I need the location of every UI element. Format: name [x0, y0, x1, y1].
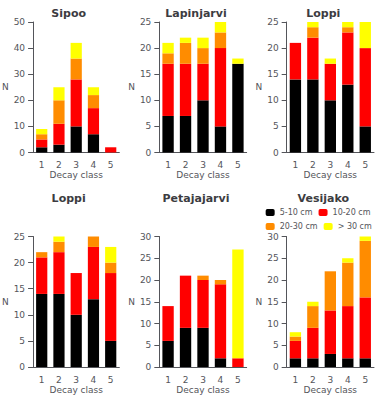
svg-text:1: 1	[39, 160, 45, 170]
svg-text:20: 20	[140, 275, 152, 285]
svg-text:5: 5	[273, 340, 279, 350]
svg-text:2: 2	[56, 375, 62, 385]
svg-text:Sipoo: Sipoo	[51, 7, 86, 20]
svg-text:N: N	[2, 297, 9, 307]
svg-text:5-10 cm: 5-10 cm	[280, 208, 313, 217]
svg-text:Decay class: Decay class	[304, 385, 358, 395]
svg-text:10: 10	[140, 319, 152, 329]
svg-text:1: 1	[165, 375, 171, 385]
svg-text:2: 2	[310, 160, 316, 170]
svg-text:25: 25	[267, 253, 278, 263]
svg-text:30: 30	[140, 232, 152, 242]
svg-text:3: 3	[200, 375, 206, 385]
svg-text:2: 2	[183, 160, 189, 170]
svg-text:3: 3	[73, 375, 79, 385]
svg-text:10: 10	[267, 319, 279, 329]
svg-text:4: 4	[345, 160, 351, 170]
svg-text:0: 0	[273, 148, 279, 158]
svg-text:Decay class: Decay class	[304, 170, 358, 180]
svg-text:20: 20	[14, 258, 26, 268]
svg-text:3: 3	[200, 160, 206, 170]
svg-text:15: 15	[14, 284, 25, 294]
svg-text:4: 4	[91, 160, 97, 170]
svg-text:25: 25	[267, 17, 278, 27]
svg-text:4: 4	[91, 375, 97, 385]
svg-text:5: 5	[108, 375, 114, 385]
svg-text:N: N	[256, 297, 263, 307]
svg-text:Decay class: Decay class	[176, 170, 230, 180]
svg-text:5: 5	[146, 121, 152, 131]
svg-text:Petajajarvi: Petajajarvi	[163, 192, 230, 205]
svg-text:1: 1	[293, 375, 299, 385]
svg-text:20: 20	[267, 275, 279, 285]
svg-text:5: 5	[273, 121, 279, 131]
svg-text:2: 2	[310, 375, 316, 385]
svg-text:10-20 cm: 10-20 cm	[333, 208, 371, 217]
svg-text:0: 0	[19, 148, 25, 158]
svg-text:Vesijako: Vesijako	[298, 192, 350, 205]
svg-text:30: 30	[267, 232, 279, 242]
svg-text:20: 20	[140, 43, 152, 53]
svg-text:1: 1	[39, 375, 45, 385]
svg-text:N: N	[256, 82, 263, 92]
svg-text:Lapinjarvi: Lapinjarvi	[165, 7, 226, 20]
svg-text:15: 15	[267, 69, 278, 79]
svg-text:5: 5	[235, 375, 241, 385]
svg-text:1: 1	[293, 160, 299, 170]
svg-text:Loppi: Loppi	[52, 192, 86, 205]
svg-text:4: 4	[218, 160, 224, 170]
svg-text:Decay class: Decay class	[176, 385, 230, 395]
svg-text:15: 15	[140, 69, 151, 79]
svg-text:10: 10	[140, 95, 152, 105]
svg-text:N: N	[128, 297, 135, 307]
svg-text:30: 30	[14, 69, 26, 79]
svg-text:Decay class: Decay class	[49, 170, 103, 180]
svg-text:2: 2	[183, 375, 189, 385]
svg-text:0: 0	[19, 362, 25, 372]
svg-text:50: 50	[14, 17, 26, 27]
svg-text:N: N	[128, 82, 135, 92]
svg-text:> 30 cm: > 30 cm	[338, 222, 372, 231]
svg-text:10: 10	[14, 121, 26, 131]
svg-text:25: 25	[14, 232, 25, 242]
svg-text:25: 25	[140, 17, 151, 27]
svg-text:5: 5	[146, 340, 152, 350]
svg-text:5: 5	[235, 160, 241, 170]
svg-text:0: 0	[273, 362, 279, 372]
svg-text:2: 2	[56, 160, 62, 170]
svg-text:3: 3	[327, 375, 333, 385]
svg-text:5: 5	[362, 375, 368, 385]
svg-text:4: 4	[345, 375, 351, 385]
svg-text:5: 5	[19, 336, 25, 346]
svg-text:0: 0	[146, 362, 152, 372]
svg-text:25: 25	[140, 253, 151, 263]
svg-text:5: 5	[108, 160, 114, 170]
svg-text:Loppi: Loppi	[306, 7, 340, 20]
svg-text:Decay class: Decay class	[49, 385, 103, 395]
svg-text:10: 10	[14, 310, 26, 320]
svg-text:40: 40	[14, 43, 26, 53]
svg-text:3: 3	[73, 160, 79, 170]
svg-text:4: 4	[218, 375, 224, 385]
svg-text:15: 15	[267, 297, 278, 307]
svg-text:20-30 cm: 20-30 cm	[280, 222, 318, 231]
svg-text:1: 1	[165, 160, 171, 170]
svg-text:0: 0	[146, 148, 152, 158]
svg-text:20: 20	[14, 95, 26, 105]
svg-text:10: 10	[267, 95, 279, 105]
svg-text:20: 20	[267, 43, 279, 53]
svg-text:15: 15	[140, 297, 151, 307]
svg-text:5: 5	[362, 160, 368, 170]
svg-text:3: 3	[327, 160, 333, 170]
svg-text:N: N	[2, 82, 9, 92]
